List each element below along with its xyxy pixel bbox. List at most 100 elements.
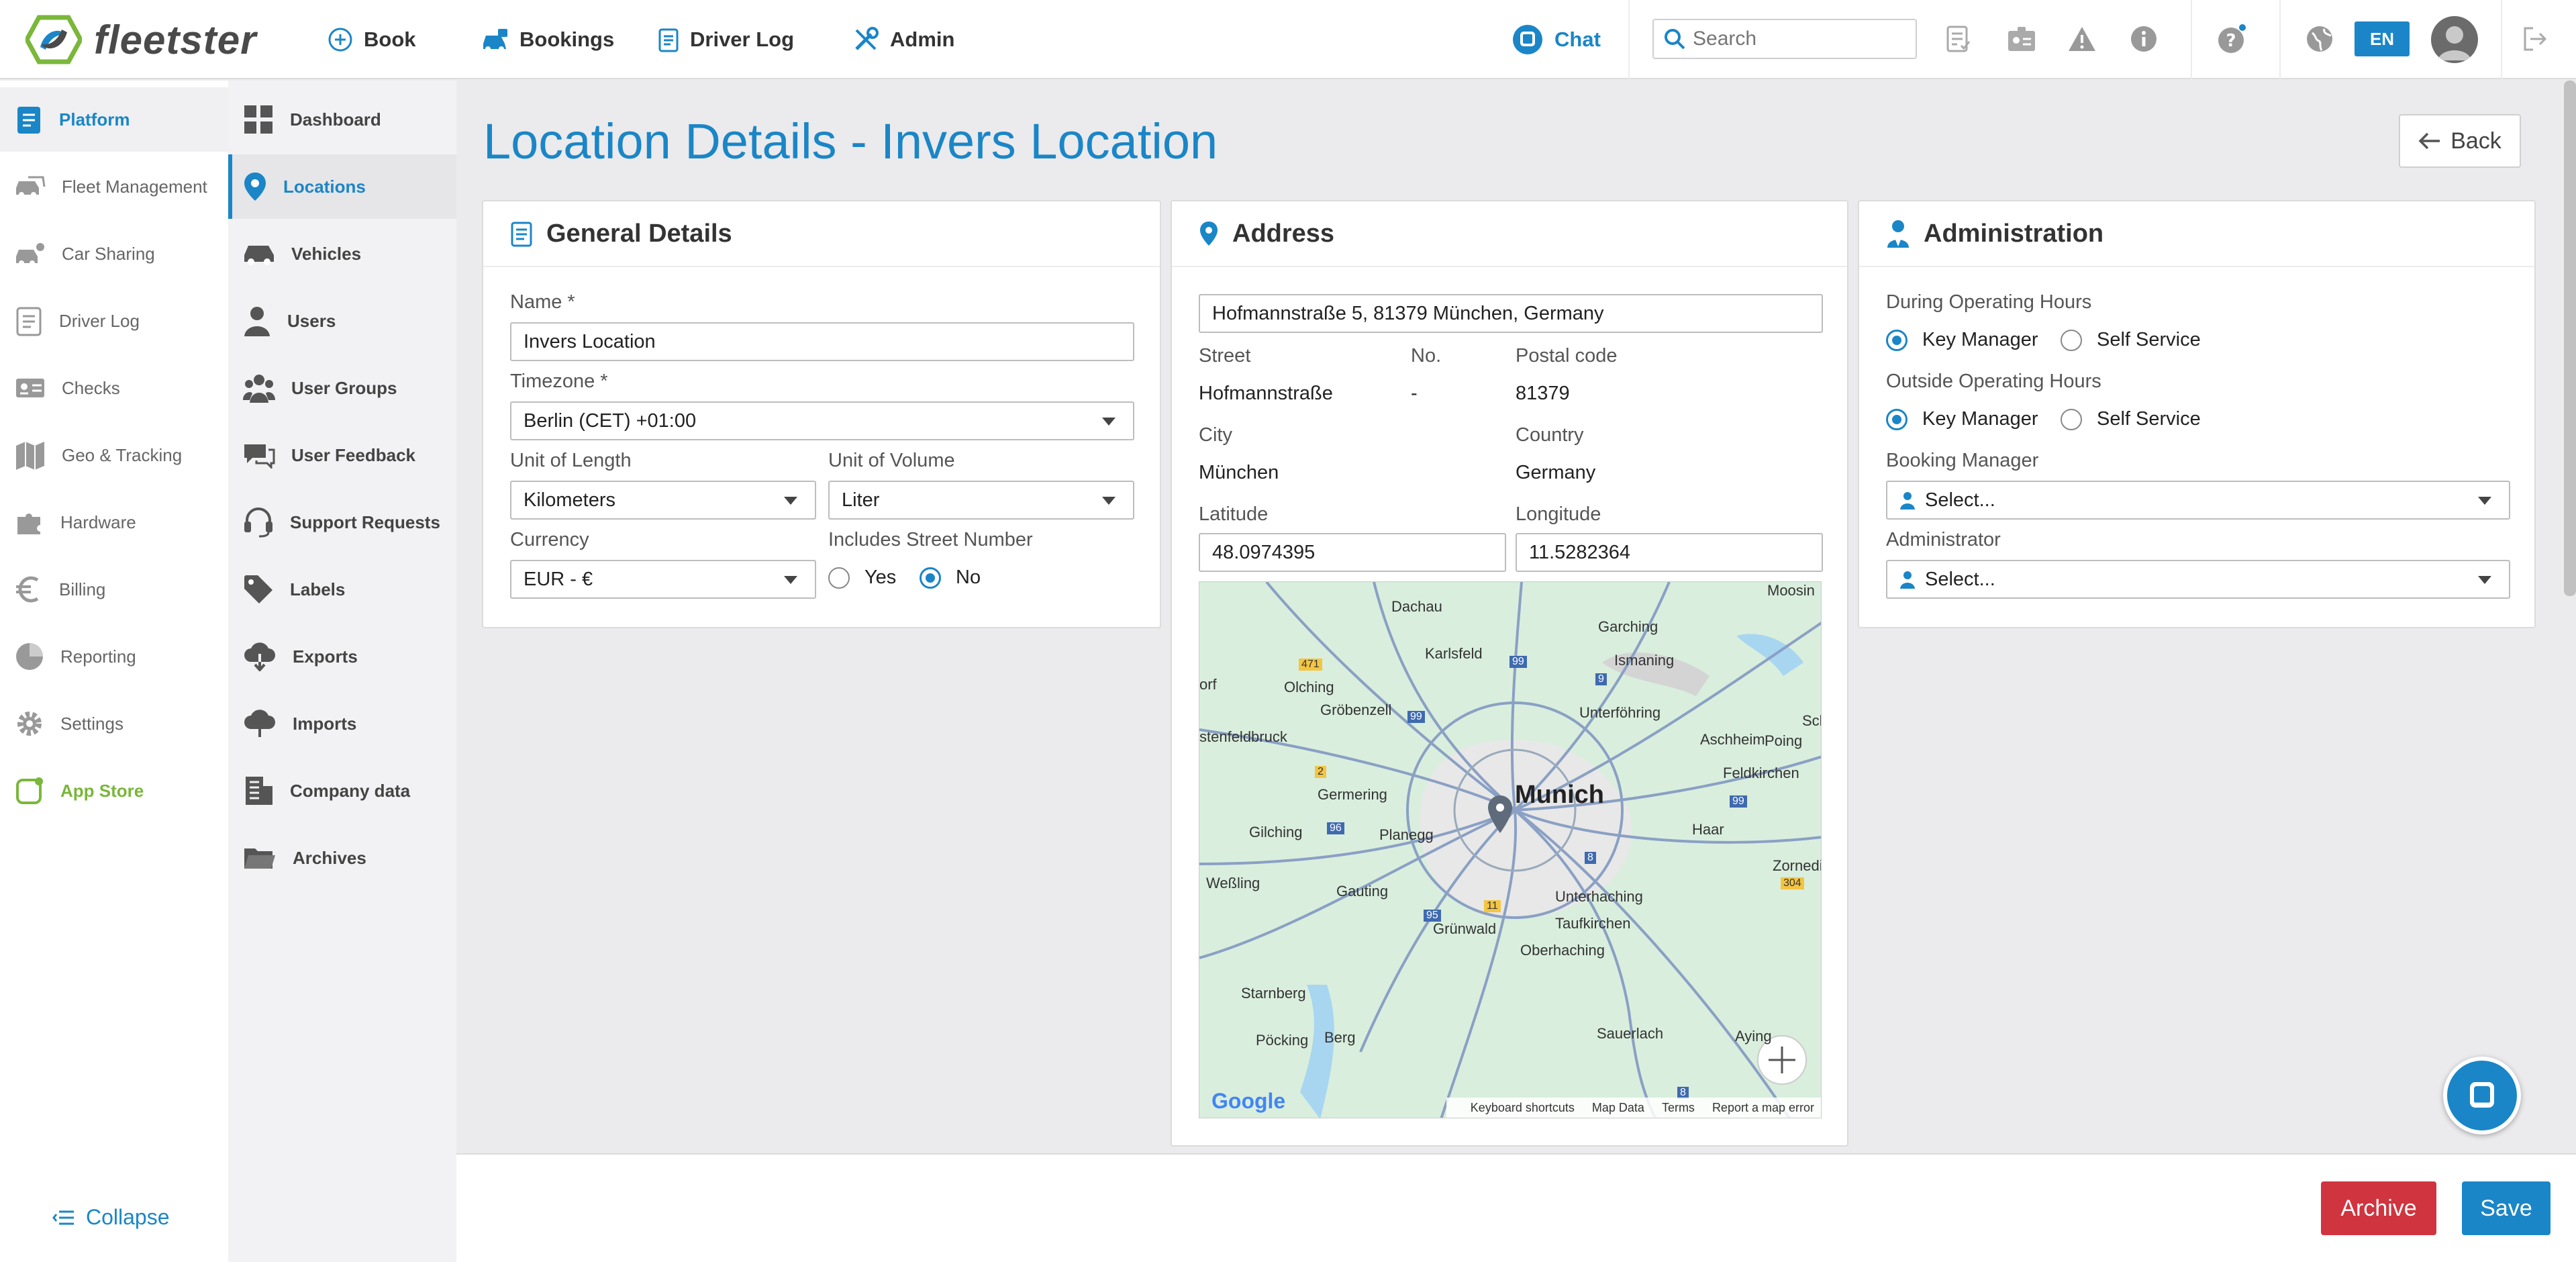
road-badge: 95 xyxy=(1424,910,1441,922)
sidebar-item-app-store[interactable]: App Store xyxy=(0,759,228,823)
address-search-field[interactable]: Hofmannstraße 5, 81379 München, Germany xyxy=(1199,294,1823,333)
during-key-manager-radio[interactable]: Key Manager xyxy=(1886,329,2038,351)
search-input[interactable] xyxy=(1693,28,1908,50)
radio-selected-icon xyxy=(920,567,941,589)
sidebar-item-reporting[interactable]: Reporting xyxy=(0,624,228,689)
help-icon: ? xyxy=(2218,24,2246,53)
during-self-service-radio[interactable]: Self Service xyxy=(2061,329,2201,351)
brand-logo[interactable]: fleetster xyxy=(26,15,256,64)
map-label: Sauerlach xyxy=(1597,1025,1664,1042)
chat-icon xyxy=(1513,25,1542,54)
chat-link[interactable]: Chat xyxy=(1512,20,1601,59)
avatar[interactable] xyxy=(2431,16,2478,63)
road-badge: 304 xyxy=(1781,877,1804,889)
outside-key-manager-radio[interactable]: Key Manager xyxy=(1886,408,2038,430)
subnav-item-users[interactable]: Users xyxy=(228,289,456,353)
save-button[interactable]: Save xyxy=(2462,1181,2550,1235)
subnav-item-dashboard[interactable]: Dashboard xyxy=(228,87,456,152)
map-label: Unterhaching xyxy=(1555,888,1643,905)
search-box[interactable] xyxy=(1652,19,1917,59)
map-label: Gilching xyxy=(1249,824,1303,840)
euro-icon xyxy=(16,576,39,603)
map-label: Pöcking xyxy=(1256,1032,1309,1049)
currency-select[interactable]: EUR - € xyxy=(510,560,816,599)
info-button[interactable] xyxy=(2128,23,2160,55)
id-badge-icon xyxy=(2008,27,2035,51)
archive-button[interactable]: Archive xyxy=(2321,1181,2436,1235)
back-button[interactable]: Back xyxy=(2399,114,2521,168)
map-link-report[interactable]: Report a map error xyxy=(1712,1100,1814,1114)
sidebar-item-driver-log[interactable]: Driver Log xyxy=(0,289,228,353)
sidebar-item-checks[interactable]: Checks xyxy=(0,356,228,420)
map-link-terms[interactable]: Terms xyxy=(1661,1100,1695,1114)
headset-icon xyxy=(244,507,273,538)
globe-button[interactable] xyxy=(2303,23,2336,55)
map-footer: Keyboard shortcuts Map Data Terms Report… xyxy=(1446,1098,1821,1118)
street-number-no[interactable]: No xyxy=(920,567,981,589)
language-button[interactable]: EN xyxy=(2355,21,2410,56)
sidebar-item-car-sharing[interactable]: Car Sharing xyxy=(0,222,228,286)
search-icon xyxy=(1665,29,1685,50)
subnav-item-user-feedback[interactable]: User Feedback xyxy=(228,423,456,487)
map-link-data[interactable]: Map Data xyxy=(1591,1100,1644,1114)
radio-icon xyxy=(2061,408,2082,430)
subnav-item-vehicles[interactable]: Vehicles xyxy=(228,222,456,286)
street-number-yes[interactable]: Yes xyxy=(828,567,896,589)
location-map[interactable]: Munich Moosin Dachau Garching Karlsfeld … xyxy=(1199,581,1822,1118)
nav-admin[interactable]: Admin xyxy=(852,20,954,59)
top-bar: fleetster Book Bookings Driver Log Admin… xyxy=(0,0,2576,79)
sub-sidebar: Dashboard Locations Vehicles Users User … xyxy=(228,81,456,1262)
latitude-field[interactable]: 48.0974395 xyxy=(1199,533,1506,572)
sidebar-item-platform[interactable]: Platform xyxy=(0,87,228,152)
longitude-field[interactable]: 11.5282364 xyxy=(1516,533,1823,572)
sidebar-item-geo-tracking[interactable]: Geo & Tracking xyxy=(0,423,228,487)
subnav-item-exports[interactable]: Exports xyxy=(228,624,456,689)
subnav-item-archives[interactable]: Archives xyxy=(228,826,456,890)
checklist-button[interactable] xyxy=(1942,23,1975,55)
id-badge-button[interactable] xyxy=(2005,23,2038,55)
name-field[interactable]: Invers Location xyxy=(510,322,1134,361)
map-label: Aschheim xyxy=(1700,731,1765,748)
checklist-icon xyxy=(1946,26,1971,52)
map-label: Oberhaching xyxy=(1520,942,1605,959)
nav-bookings[interactable]: Bookings xyxy=(481,20,614,59)
sidebar-item-billing[interactable]: Billing xyxy=(0,557,228,622)
logout-button[interactable] xyxy=(2518,23,2550,55)
car-sharing-icon xyxy=(16,243,44,266)
subnav-item-user-groups[interactable]: User Groups xyxy=(228,356,456,420)
map-label: Poing xyxy=(1765,732,1803,749)
sidebar-item-settings[interactable]: Settings xyxy=(0,691,228,756)
subnav-item-support-requests[interactable]: Support Requests xyxy=(228,490,456,554)
administrator-select[interactable]: Select... xyxy=(1886,560,2510,599)
help-button[interactable]: ? xyxy=(2216,23,2248,55)
chevron-down-icon xyxy=(2478,576,2491,584)
feedback-icon xyxy=(244,444,275,469)
map-link-shortcuts[interactable]: Keyboard shortcuts xyxy=(1470,1100,1575,1114)
warning-button[interactable] xyxy=(2066,23,2098,55)
subnav-item-company-data[interactable]: Company data xyxy=(228,759,456,823)
google-logo: Google xyxy=(1211,1089,1286,1113)
volume-select[interactable]: Liter xyxy=(828,481,1134,520)
nav-driver-log[interactable]: Driver Log xyxy=(658,20,794,59)
puzzle-icon xyxy=(17,514,40,534)
road-badge: 96 xyxy=(1327,822,1344,834)
nav-book[interactable]: Book xyxy=(328,20,416,59)
map-label: Dachau xyxy=(1391,598,1442,615)
page-scrollbar[interactable] xyxy=(2564,81,2576,596)
subnav-item-labels[interactable]: Labels xyxy=(228,557,456,622)
sidebar-item-fleet-management[interactable]: Fleet Management xyxy=(0,154,228,219)
logbook-icon xyxy=(16,307,42,336)
outside-self-service-radio[interactable]: Self Service xyxy=(2061,408,2201,430)
booking-manager-select[interactable]: Select... xyxy=(1886,481,2510,520)
timezone-select[interactable]: Berlin (CET) +01:00 xyxy=(510,401,1134,440)
chat-launcher-button[interactable] xyxy=(2443,1057,2521,1134)
brand-name: fleetster xyxy=(94,17,257,62)
subnav-item-locations[interactable]: Locations xyxy=(228,154,456,219)
sidebar-item-hardware[interactable]: Hardware xyxy=(0,490,228,554)
collapse-button[interactable]: Collapse xyxy=(52,1205,170,1230)
radio-icon xyxy=(2061,329,2082,351)
subnav-item-imports[interactable]: Imports xyxy=(228,691,456,756)
map-label: Planegg xyxy=(1379,826,1434,843)
clipboard-icon xyxy=(511,222,532,247)
length-select[interactable]: Kilometers xyxy=(510,481,816,520)
